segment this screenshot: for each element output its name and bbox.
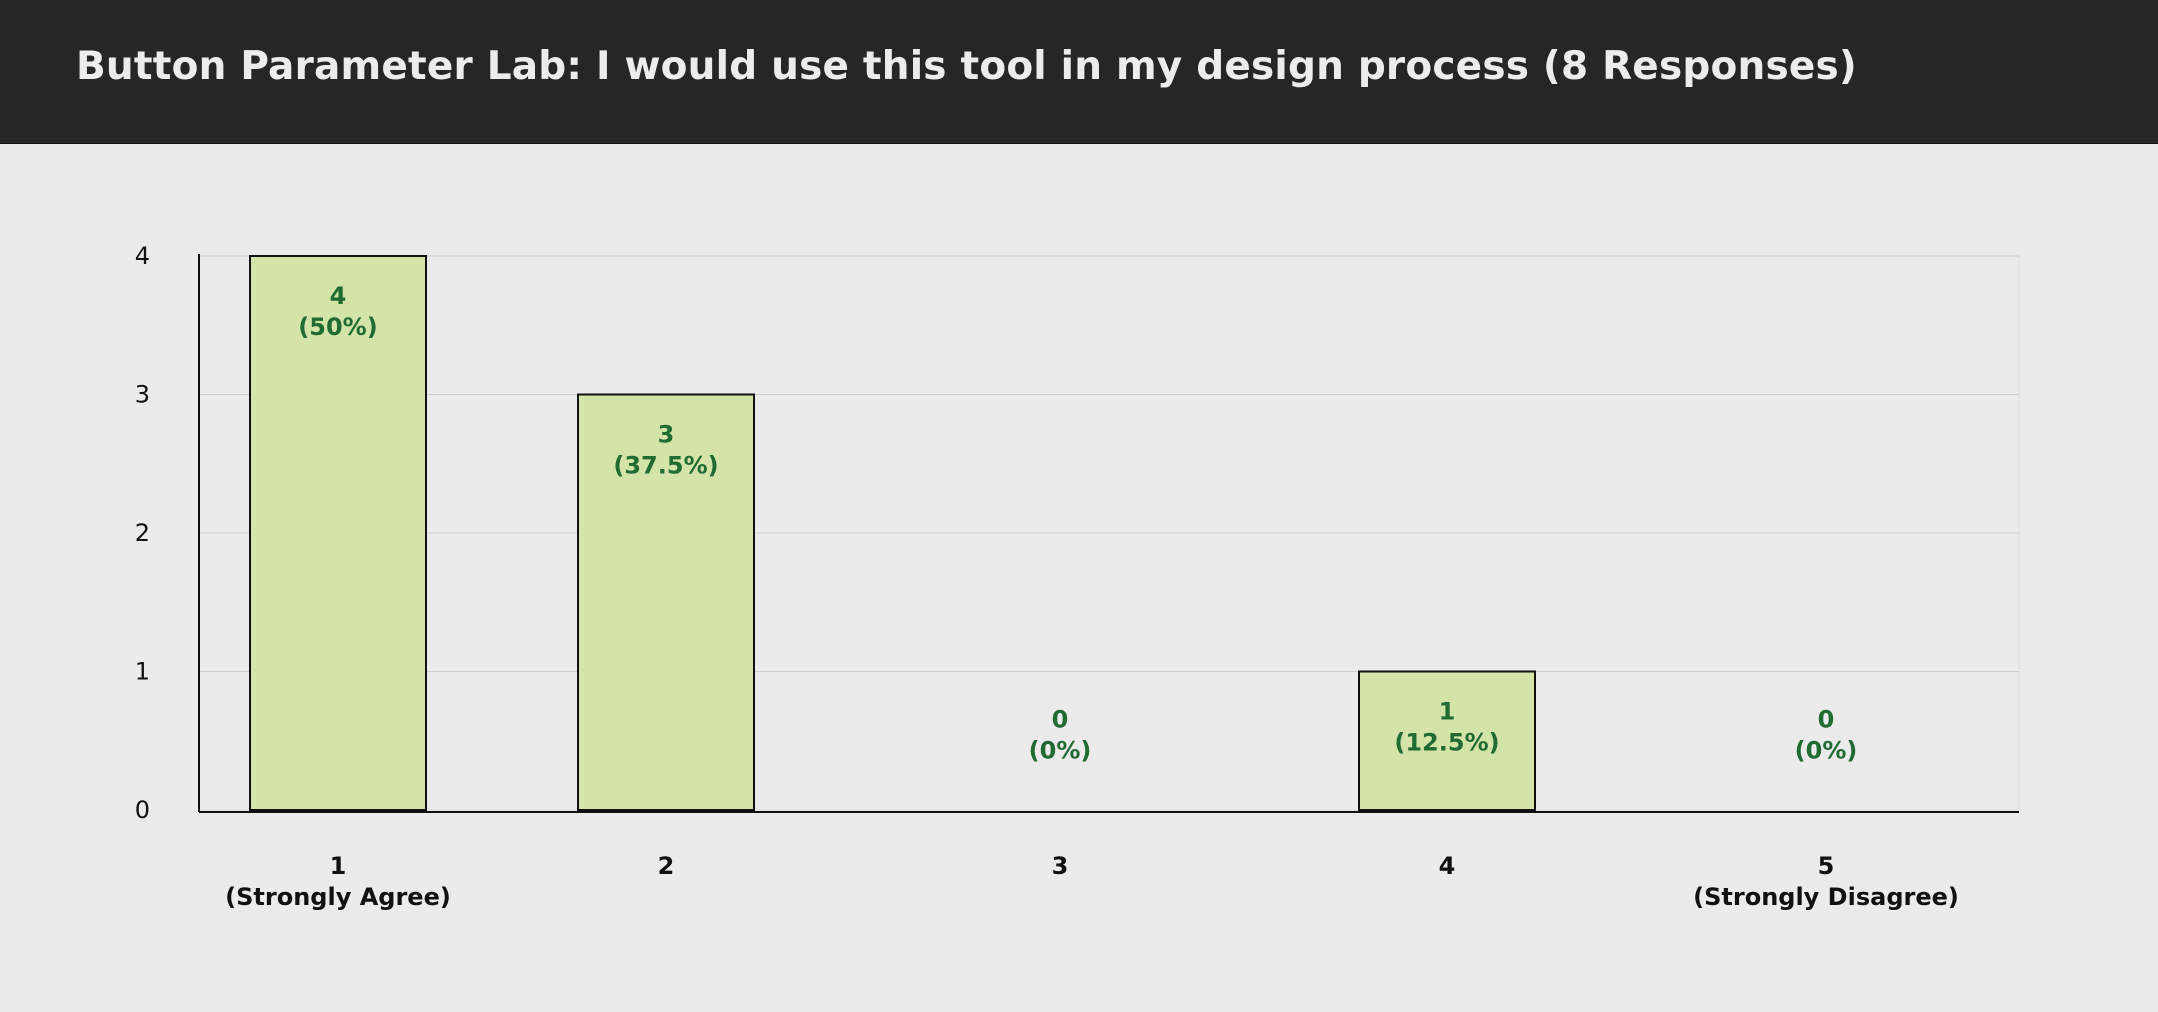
x-tick-label: 3 — [1052, 852, 1069, 880]
bar — [1358, 670, 1536, 811]
data-label-count: 3 — [658, 421, 675, 449]
y-tick-label: 4 — [135, 242, 150, 270]
data-label-count: 1 — [1439, 698, 1456, 726]
y-tick-label: 0 — [135, 796, 150, 824]
data-label-percent: (12.5%) — [1394, 729, 1499, 757]
x-tick-label: 5 — [1818, 852, 1835, 880]
data-label-count: 4 — [330, 282, 347, 310]
x-tick-label: 4 — [1439, 852, 1456, 880]
x-tick-label: 1 — [330, 852, 347, 880]
data-label-percent: (0%) — [1795, 737, 1858, 765]
data-label-count: 0 — [1052, 706, 1069, 734]
x-tick-sublabel: (Strongly Disagree) — [1693, 883, 1959, 911]
data-label-count: 0 — [1818, 706, 1835, 734]
bar-chart: 0 1 2 3 4 4 (50%) 1 (Strongly Agree) 3 (37.5%) 2 0 (0… — [135, 242, 2020, 911]
data-label-percent: (50%) — [298, 313, 377, 341]
x-tick-label: 2 — [658, 852, 675, 880]
y-tick-label: 1 — [135, 658, 150, 686]
chart-area: 0 1 2 3 4 4 (50%) 1 (Strongly Agree) 3 (37.5%) 2 0 (0… — [0, 143, 2158, 1008]
data-label-percent: (37.5%) — [613, 452, 718, 480]
data-label-percent: (0%) — [1029, 737, 1092, 765]
bar — [577, 393, 755, 811]
page-title: Button Parameter Lab: I would use this t… — [76, 44, 1857, 89]
header-bar: Button Parameter Lab: I would use this t… — [0, 0, 2158, 144]
y-tick-label: 2 — [135, 519, 150, 547]
x-tick-sublabel: (Strongly Agree) — [225, 883, 451, 911]
bar — [249, 255, 427, 811]
y-tick-label: 3 — [135, 381, 150, 409]
